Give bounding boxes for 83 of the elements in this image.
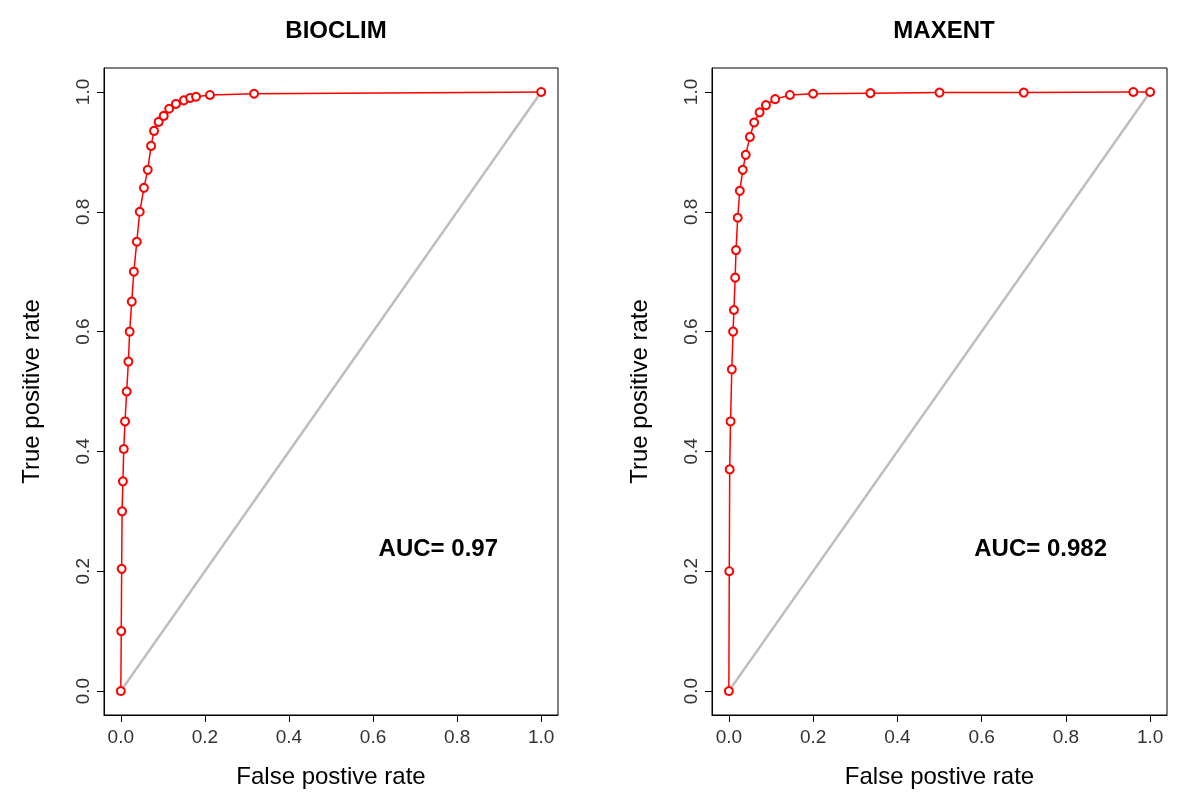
y-tick-label: 0.8 xyxy=(680,198,701,225)
y-tick-label: 0.6 xyxy=(72,318,93,345)
point xyxy=(138,182,149,193)
x-tick-label: 0.4 xyxy=(275,726,303,747)
point xyxy=(726,364,737,375)
point xyxy=(760,100,771,111)
x-tick-label: 0.4 xyxy=(884,726,912,747)
point xyxy=(158,110,169,121)
x-tick-label: 1.0 xyxy=(1136,726,1164,747)
point xyxy=(249,88,260,99)
annotation: AUC= 0.982 xyxy=(974,533,1108,561)
y-axis-title: True positive rate xyxy=(16,299,44,484)
point xyxy=(116,563,127,574)
point xyxy=(117,476,128,487)
point xyxy=(146,140,157,151)
point xyxy=(149,125,160,136)
point xyxy=(734,185,745,196)
point xyxy=(934,87,945,98)
y-tick-label: 0.2 xyxy=(72,558,93,585)
point xyxy=(731,245,742,256)
y-tick-label: 0.4 xyxy=(680,437,701,465)
x-tick-label: 0.2 xyxy=(799,726,827,747)
point xyxy=(737,164,748,175)
point xyxy=(728,305,739,316)
point xyxy=(134,206,145,217)
point xyxy=(725,416,736,427)
point xyxy=(170,98,181,109)
x-axis-title: False postive rate xyxy=(236,761,426,789)
y-tick-label: 0.2 xyxy=(680,558,701,585)
y-tick-label: 0.4 xyxy=(72,437,93,465)
point xyxy=(117,506,128,517)
point xyxy=(1145,86,1156,97)
point xyxy=(204,89,215,100)
x-axis-title: False postive rate xyxy=(844,761,1035,789)
point xyxy=(865,88,876,99)
point xyxy=(116,626,127,637)
point xyxy=(724,566,735,577)
point xyxy=(723,686,734,697)
point xyxy=(120,416,131,427)
point xyxy=(142,164,153,175)
point xyxy=(1128,86,1139,97)
point xyxy=(123,356,134,367)
point xyxy=(724,464,735,475)
point xyxy=(115,686,126,697)
x-tick-label: 0.0 xyxy=(107,726,135,747)
y-tick-label: 1.0 xyxy=(72,78,93,106)
point xyxy=(730,272,741,283)
y-tick-label: 0.0 xyxy=(72,677,93,705)
y-tick-label: 0.6 xyxy=(680,318,701,345)
point xyxy=(744,131,755,142)
point xyxy=(732,212,743,223)
point xyxy=(164,103,175,114)
point xyxy=(124,326,135,337)
y-axis-title: True positive rate xyxy=(624,299,652,484)
point xyxy=(1018,87,1029,98)
x-tick-label: 0.8 xyxy=(443,726,471,747)
x-tick-label: 0.2 xyxy=(191,726,219,747)
point xyxy=(126,296,137,307)
chart-title: MAXENT xyxy=(893,15,995,43)
point xyxy=(770,94,781,105)
point xyxy=(754,107,765,118)
x-tick-label: 0.8 xyxy=(1052,726,1080,747)
x-tick-label: 0.6 xyxy=(359,726,387,747)
y-tick-label: 1.0 xyxy=(680,78,701,106)
point xyxy=(808,88,819,99)
y-tick-label: 0.8 xyxy=(72,198,93,225)
chart-title: BIOCLIM xyxy=(285,15,387,43)
x-tick-label: 0.6 xyxy=(968,726,995,747)
point xyxy=(784,89,795,100)
point xyxy=(131,236,142,247)
point xyxy=(128,266,139,277)
x-tick-label: 1.0 xyxy=(527,726,555,747)
annotation: AUC= 0.97 xyxy=(378,533,498,561)
point xyxy=(536,86,547,97)
x-tick-label: 0.0 xyxy=(715,726,743,747)
point xyxy=(121,386,132,397)
point xyxy=(749,117,760,128)
point xyxy=(153,116,164,127)
y-tick-label: 0.0 xyxy=(680,677,701,705)
point xyxy=(191,91,202,102)
point xyxy=(118,444,129,455)
point xyxy=(740,149,751,160)
point xyxy=(728,326,739,337)
